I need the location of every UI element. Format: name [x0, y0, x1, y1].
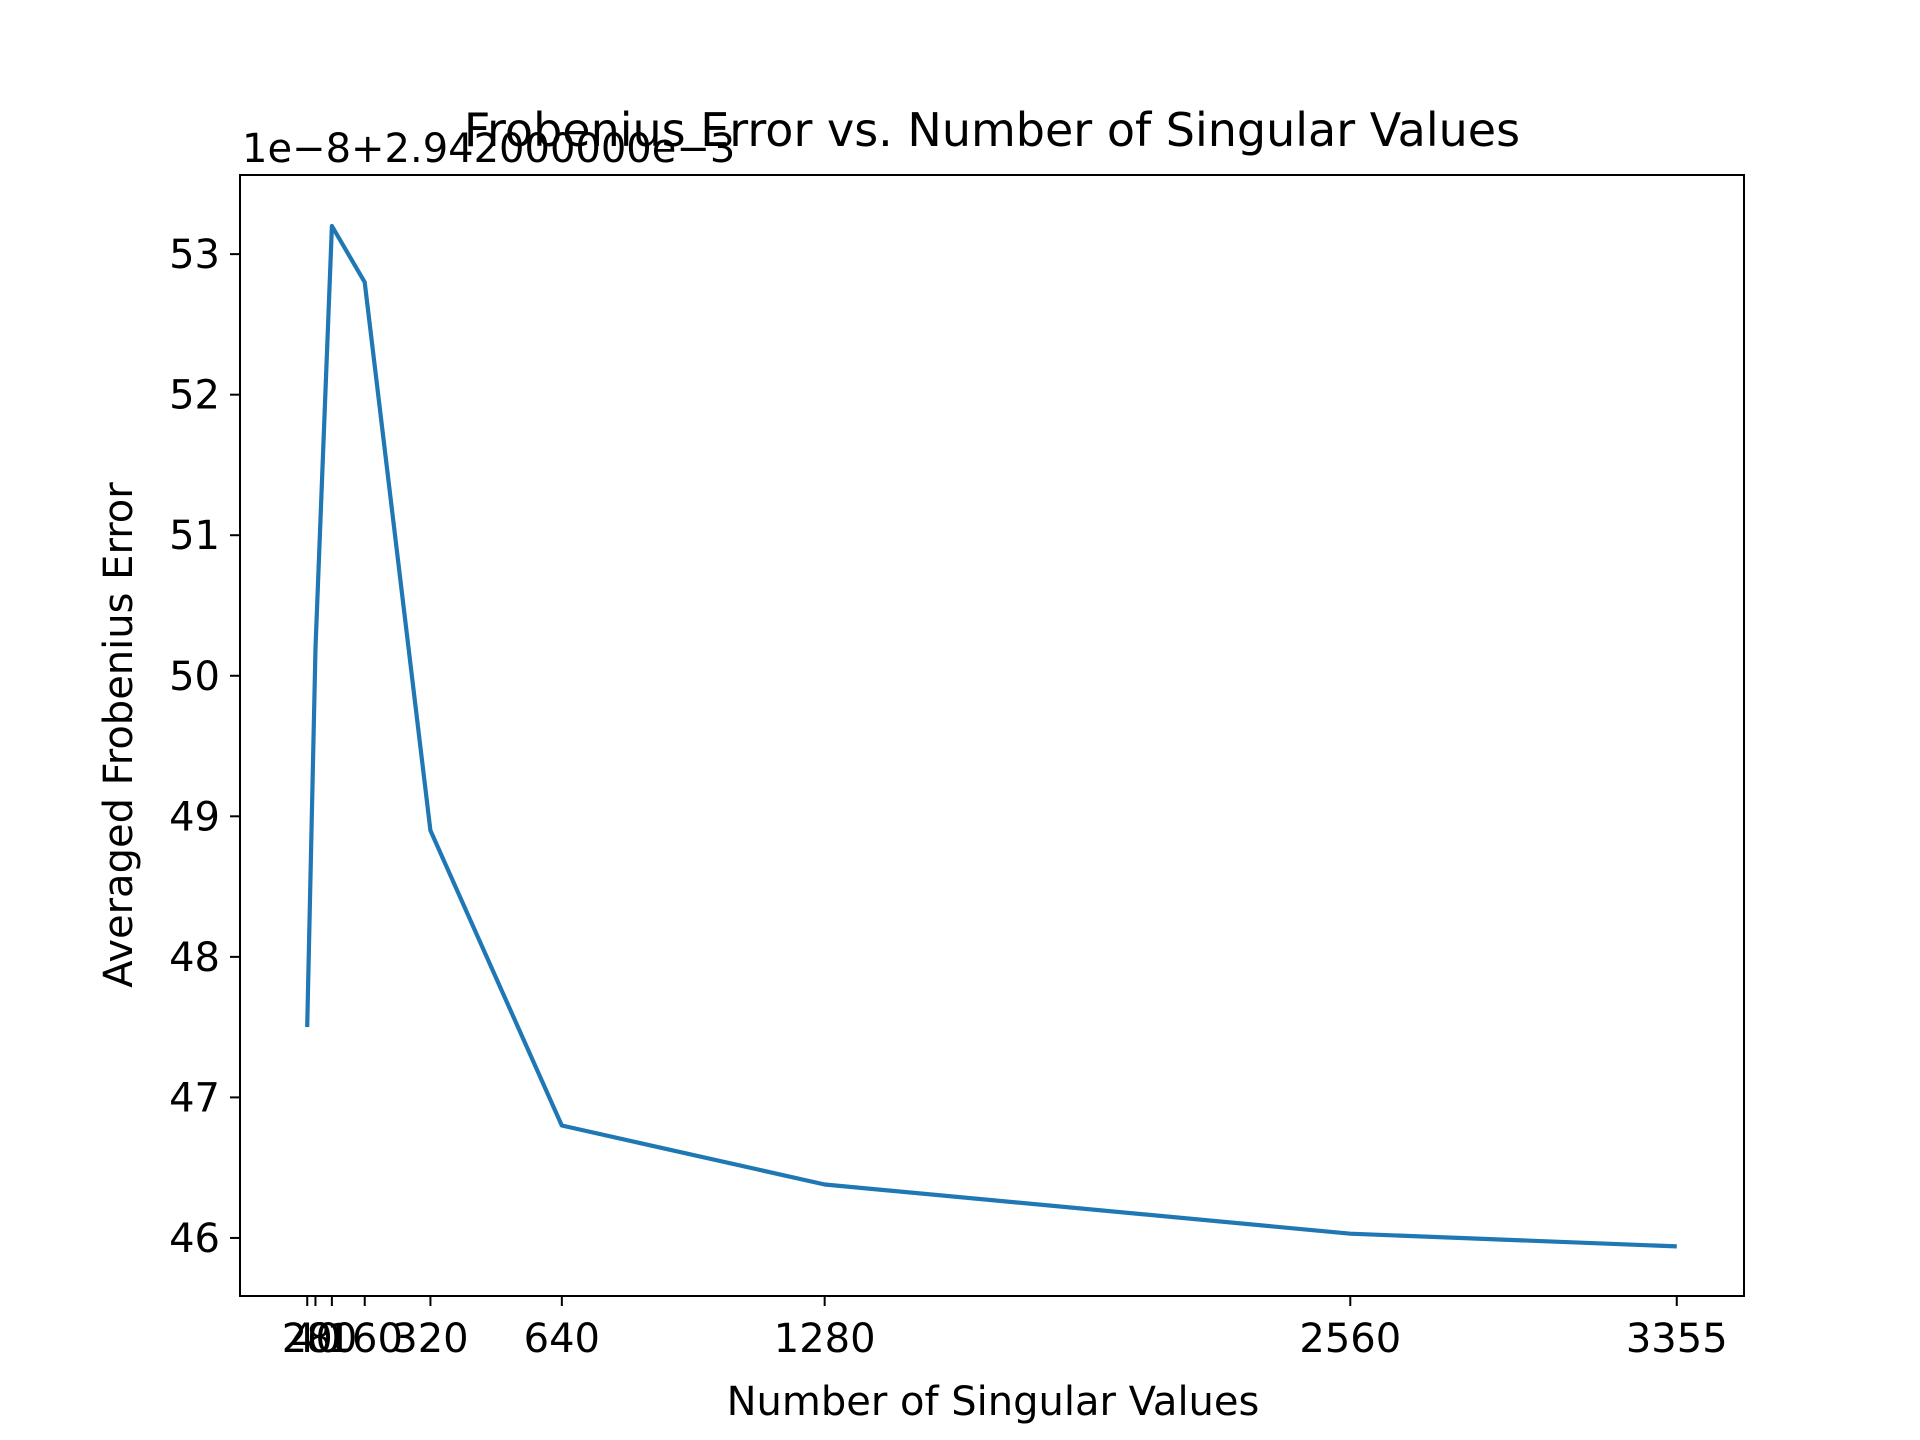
x-tick-label: 3355: [1626, 1316, 1728, 1362]
x-tick-label: 160: [327, 1316, 403, 1362]
plot-frame: [239, 174, 1745, 1297]
y-tick-label: 46: [169, 1216, 220, 1262]
y-tick-label: 49: [169, 794, 220, 840]
y-axis-ticks: 46 47 48 49 50 51 52 53: [169, 232, 240, 1262]
x-tick-label: 2560: [1299, 1316, 1401, 1362]
x-tick-label: 80: [306, 1316, 357, 1362]
x-tick-label: 640: [524, 1316, 600, 1362]
y-tick-label: 51: [169, 513, 220, 559]
y-axis-label: Averaged Frobenius Error: [96, 482, 142, 988]
chart-title: Frobenius Error vs. Number of Singular V…: [464, 103, 1520, 157]
y-tick-label: 50: [169, 654, 220, 700]
y-tick-label: 53: [169, 232, 220, 278]
y-tick-label: 52: [169, 373, 220, 419]
y-tick-label: 47: [169, 1075, 220, 1121]
series-line: [305, 223, 1677, 1249]
x-tick-label: 20: [282, 1316, 333, 1362]
x-tick-label: 320: [392, 1316, 468, 1362]
x-axis-label: Number of Singular Values: [727, 1379, 1260, 1425]
x-tick-label: 1280: [774, 1316, 876, 1362]
x-tick-label: 40: [290, 1316, 341, 1362]
y-tick-label: 48: [169, 935, 220, 981]
y-offset-label: 1e−8+2.942000000e−3: [242, 126, 735, 172]
